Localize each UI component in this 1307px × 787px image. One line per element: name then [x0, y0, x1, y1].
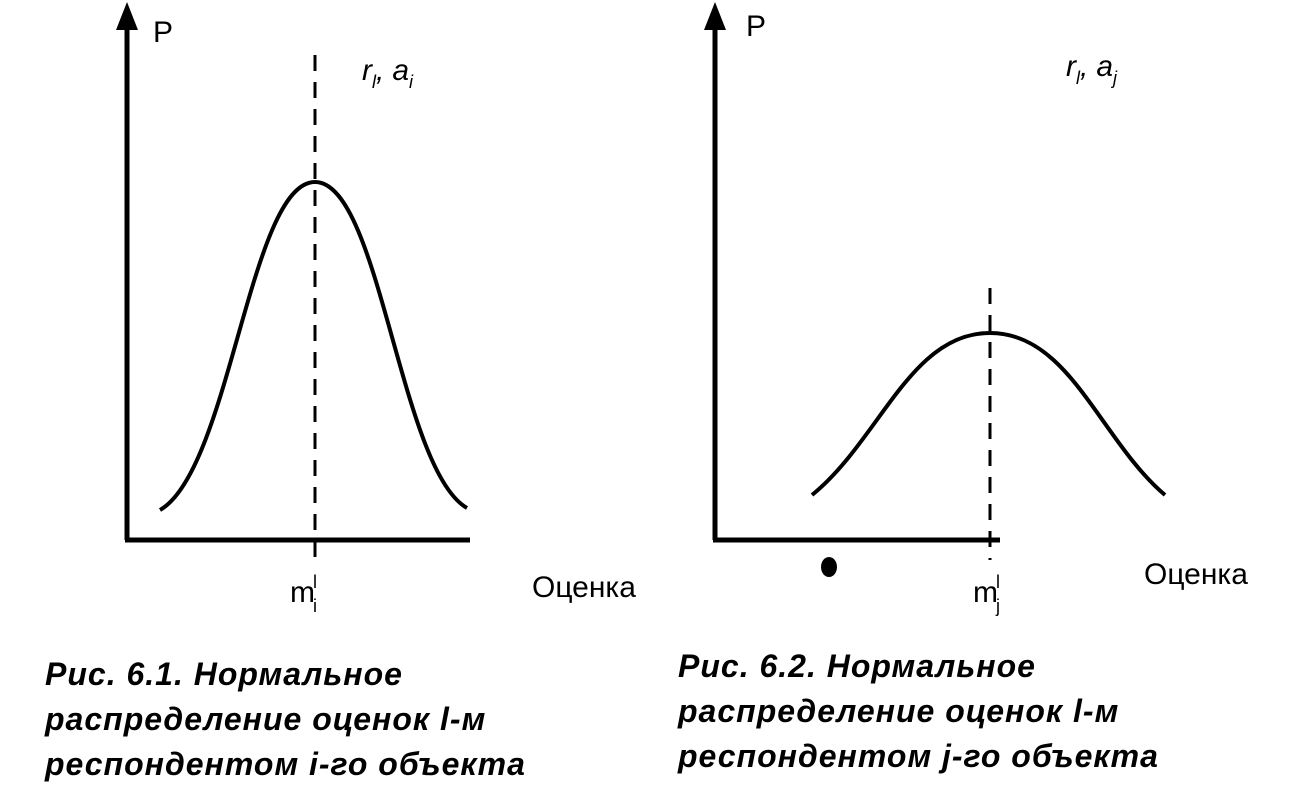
label-part: a [1096, 50, 1113, 83]
caption-line: распределение оценок l-м [677, 693, 1119, 729]
caption-line: респондентом j-го объекта [677, 738, 1159, 774]
caption-line: распределение оценок l-м [44, 701, 486, 737]
label-part: j [1110, 68, 1118, 88]
label-part: r [362, 54, 373, 87]
label-part: i [409, 72, 414, 92]
figure-1: P rl, ai mil Оценка Рис. 6.1. Нормальное … [44, 2, 636, 782]
caption-line: Рис. 6.2. Нормальное [678, 648, 1036, 684]
label-part: , [1080, 50, 1088, 83]
y-axis-label: P [153, 16, 173, 49]
params-label: rl, ai [362, 54, 414, 92]
y-axis-arrow [704, 2, 726, 30]
label-part: j [995, 596, 1000, 616]
y-axis-arrow [116, 2, 138, 30]
label-part: r [1066, 50, 1077, 83]
label-part: m [973, 576, 998, 609]
distribution-curve [158, 179, 469, 512]
x-axis-label: Оценка [1144, 558, 1248, 591]
distribution-curve [810, 330, 1167, 497]
label-part: a [392, 54, 409, 87]
label-part: l [313, 572, 317, 592]
label-part: i [313, 596, 317, 616]
x-axis-label: Оценка [532, 571, 636, 604]
y-axis-label: P [746, 10, 766, 43]
params-label: rl, aj [1066, 50, 1118, 88]
label-part: l [372, 72, 377, 92]
figure-2: P rl, aj mjl Оценка Рис. 6.2. Нормальное … [677, 2, 1248, 774]
caption-line: респондентом i-го объекта [44, 746, 526, 782]
scan-speck [821, 557, 837, 577]
caption-line: Рис. 6.1. Нормальное [45, 656, 403, 692]
label-part: m [290, 576, 315, 609]
mean-label: mil [290, 572, 317, 616]
mean-label: mjl [973, 572, 1000, 616]
label-part: l [1076, 68, 1081, 88]
label-part: l [996, 572, 1000, 592]
label-part: , [376, 54, 384, 87]
